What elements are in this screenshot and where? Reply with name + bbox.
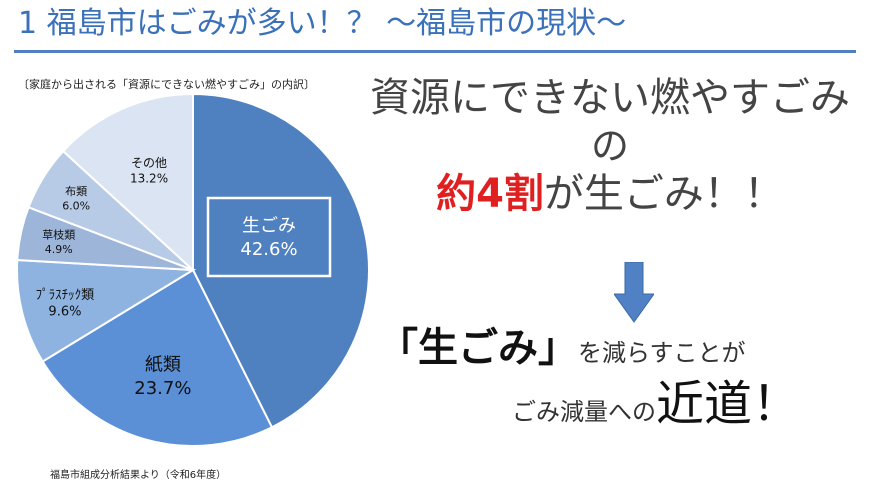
slice-value-3: 4.9% (45, 243, 73, 256)
goal-line: ごみ減量への近道！ (512, 372, 800, 447)
slice-label-5: その他 (131, 156, 167, 170)
message-line-1: 資源にできない燃やすごみ (370, 75, 850, 121)
highlight-box (206, 196, 332, 278)
slice-value-0: 42.6% (240, 239, 297, 260)
slice-label-4: 布類 (65, 185, 87, 198)
message-line-3: 約4割が生ごみ！！ (360, 166, 860, 222)
cta-line: 「生ごみ」を減らすことが (378, 318, 746, 386)
pie-slice-0 (192, 92, 370, 429)
slice-value-1: 23.7% (134, 378, 191, 399)
pie-slice-1 (41, 268, 274, 447)
cta-rest-text: を減らすことが (578, 339, 746, 367)
slice-label-0: 生ごみ (242, 216, 296, 237)
message-accent: 約4割 (436, 171, 544, 217)
goal-small-text: ごみ減量への (512, 398, 656, 426)
pie-slice-2 (16, 258, 197, 363)
slice-value-5: 13.2% (130, 172, 168, 186)
slice-label-3: 草枝類 (42, 228, 75, 242)
message-rest: が生ごみ！！ (543, 171, 784, 217)
source-note: 福島市組成分析結果より（令和6年度） (50, 470, 227, 481)
cta-strong-text: 「生ごみ」 (378, 325, 578, 371)
title-divider (14, 50, 856, 53)
slice-value-4: 6.0% (62, 199, 90, 212)
slice-label-1: 紙類 (145, 354, 181, 375)
down-arrow-icon (614, 262, 654, 323)
slice-label-2: ﾌﾟﾗｽﾁｯｸ類 (36, 288, 95, 303)
chart-title: 〔家庭から出される「資源にできない燃やすごみ」の内訳〕 (18, 78, 315, 91)
slice-value-2: 9.6% (48, 305, 81, 320)
slide-title: 1 福島市はごみが多い！？ 〜福島市の現状〜 (18, 6, 627, 41)
goal-big-text: 近道！ (656, 376, 801, 432)
message-line-2: の (590, 124, 629, 168)
pie-slice-5 (61, 92, 194, 273)
